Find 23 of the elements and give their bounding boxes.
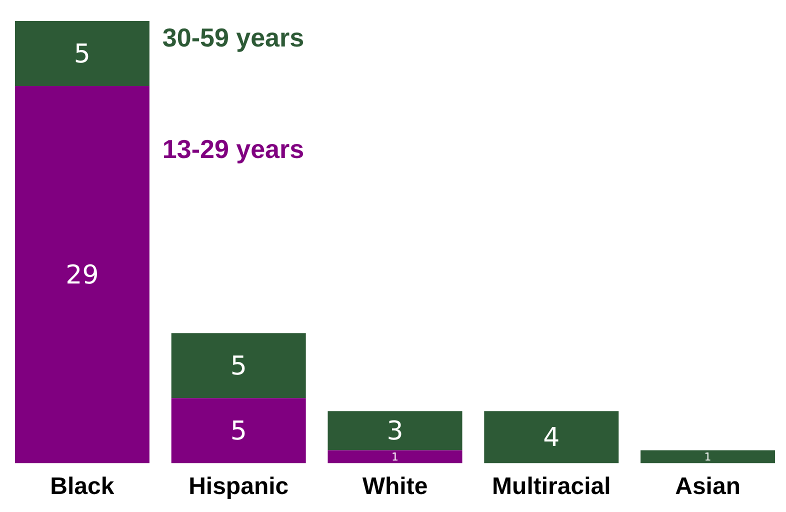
- data-label: 4: [543, 422, 560, 453]
- data-label: 1: [704, 450, 712, 464]
- bar: [328, 411, 462, 450]
- x-tick-label: Hispanic: [188, 473, 289, 500]
- bar: [640, 450, 776, 464]
- series-label: 30-59 years: [162, 22, 304, 52]
- series-label: 13-29 years: [162, 134, 304, 164]
- data-label: 5: [230, 416, 247, 446]
- bar: [328, 450, 462, 464]
- bar: [14, 21, 150, 86]
- bar: [171, 398, 306, 464]
- data-label: 3: [386, 416, 404, 446]
- x-tick-label: Black: [50, 473, 115, 500]
- data-label: 29: [66, 260, 99, 290]
- x-tick-label: White: [362, 473, 428, 500]
- x-tick-label: Asian: [675, 473, 740, 500]
- data-label: 1: [392, 450, 398, 464]
- bar: [14, 86, 150, 464]
- bar: [171, 333, 306, 398]
- x-tick-label: Multiracial: [492, 473, 611, 500]
- data-label: 5: [74, 39, 90, 70]
- bar: [484, 411, 619, 464]
- data-label: 5: [230, 351, 247, 382]
